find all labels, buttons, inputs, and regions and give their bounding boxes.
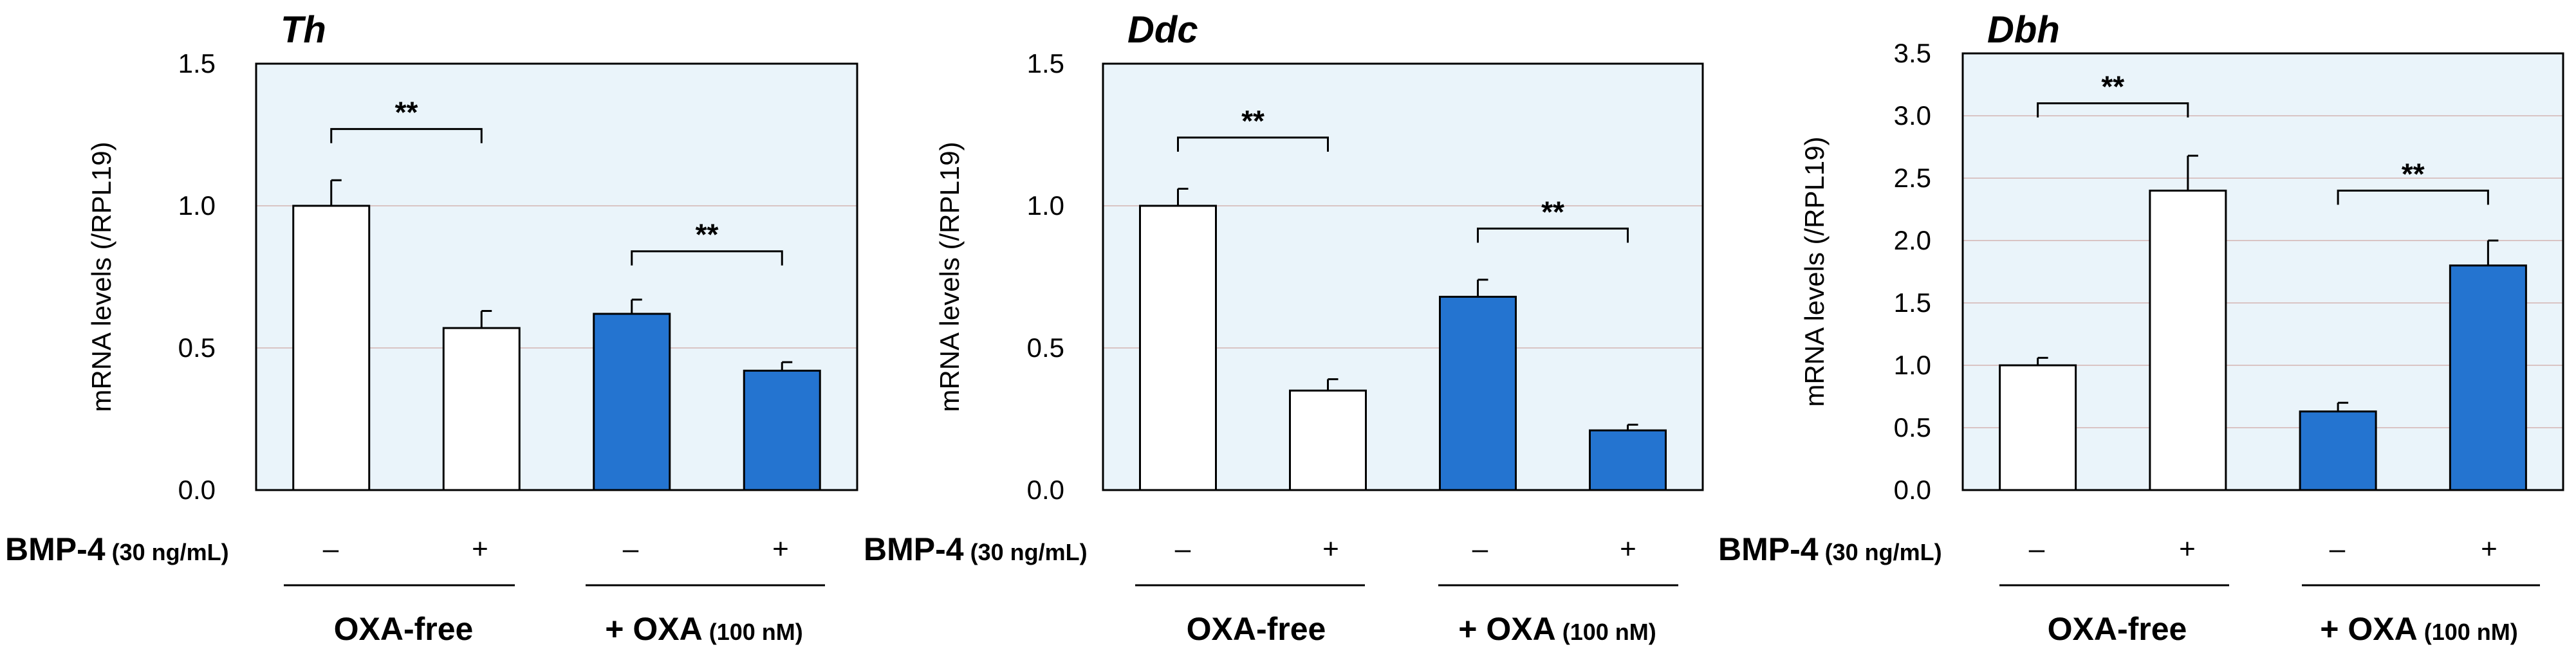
oxa-concentration: (100 nM) — [2418, 619, 2518, 645]
significance-label: ** — [2101, 70, 2124, 104]
chart-title: Ddc — [1127, 9, 1198, 51]
chart-title: Th — [281, 9, 326, 51]
significance-label: ** — [395, 96, 418, 129]
significance-bracket — [2037, 102, 2189, 118]
bmp4-concentration: (30 ng/mL) — [106, 539, 229, 565]
bmp4-name: BMP-4 — [864, 531, 964, 567]
oxa-name: + OXA — [605, 611, 702, 647]
significance-label: ** — [696, 218, 719, 251]
bar — [593, 313, 671, 491]
y-axis-label: mRNA levels (/RPL19) — [86, 141, 116, 412]
bmp4-plus: + — [472, 533, 488, 565]
significance-bracket — [1477, 227, 1629, 243]
bmp4-minus: – — [1472, 533, 1488, 565]
bmp4-concentration: (30 ng/mL) — [964, 539, 1088, 565]
bmp4-name: BMP-4 — [5, 531, 106, 567]
bmp4-label: BMP-4 (30 ng/mL) — [1718, 531, 1942, 567]
bmp4-minus: – — [1175, 533, 1191, 565]
y-tick-label: 3.0 — [1894, 100, 1931, 131]
group-label-oxa: + OXA (100 nM) — [1458, 611, 1656, 647]
chart-panel-th: ** ** 0.0 0.5 1.0 1.5 mRNA levels (/RPL19) Th BM… — [5, 9, 858, 647]
group-label-oxa: + OXA (100 nM) — [605, 611, 802, 647]
group-label-oxa: + OXA (100 nM) — [2320, 611, 2517, 647]
bmp4-plus: + — [772, 533, 789, 565]
bar — [1439, 295, 1517, 491]
significance-label: ** — [1541, 195, 1564, 228]
y-tick-label: 1.0 — [1894, 350, 1931, 380]
group-label-oxa-free: OXA-free — [334, 611, 474, 647]
bmp4-plus: + — [2179, 533, 2196, 565]
significance-label: ** — [1241, 104, 1265, 138]
bmp4-plus: + — [1322, 533, 1339, 565]
significance-bracket — [2337, 189, 2489, 205]
bmp4-plus: + — [2481, 533, 2497, 565]
bar — [1289, 389, 1367, 491]
plot-frame — [1102, 62, 1704, 491]
y-tick-label: 0.0 — [1027, 475, 1064, 505]
y-tick-label: 3.5 — [1894, 38, 1931, 68]
y-tick-label: 1.0 — [178, 190, 216, 221]
bar — [442, 327, 521, 491]
y-tick-label: 1.5 — [1027, 48, 1064, 78]
bmp4-name: BMP-4 — [1718, 531, 1819, 567]
significance-label: ** — [2402, 157, 2425, 190]
oxa-name: + OXA — [1458, 611, 1555, 647]
bar — [1139, 205, 1217, 491]
y-tick-label: 0.0 — [178, 475, 216, 505]
oxa-concentration: (100 nM) — [1556, 619, 1656, 645]
bmp4-minus: – — [2330, 533, 2346, 565]
bar — [2299, 410, 2377, 491]
bmp4-minus: – — [623, 533, 639, 565]
group-label-oxa-free: OXA-free — [1187, 611, 1326, 647]
chart-panel-dbh: ** ** 0.0 0.5 1.0 1.5 2.0 2.5 3.0 3.5 mRNA levels … — [1718, 9, 2564, 647]
y-tick-label: 0.5 — [178, 332, 216, 363]
bar — [1589, 429, 1667, 491]
significance-bracket — [330, 128, 483, 143]
y-tick-label: 1.5 — [178, 48, 216, 78]
y-tick-label: 0.5 — [1027, 332, 1064, 363]
bar — [1999, 364, 2077, 491]
chart-panel-ddc: ** ** 0.0 0.5 1.0 1.5 mRNA levels (/RPL19) Ddc B… — [864, 9, 1704, 647]
chart-title: Dbh — [1987, 9, 2060, 51]
y-tick-label: 1.5 — [1894, 287, 1931, 318]
bar — [743, 369, 821, 491]
y-tick-label: 2.5 — [1894, 163, 1931, 193]
y-axis-label: mRNA levels (/RPL19) — [934, 141, 965, 412]
y-tick-label: 1.0 — [1027, 190, 1064, 221]
bmp4-minus: – — [323, 533, 339, 565]
bmp4-plus: + — [1620, 533, 1636, 565]
y-tick-label: 0.5 — [1894, 412, 1931, 442]
bmp4-concentration: (30 ng/mL) — [1819, 539, 1942, 565]
bmp4-minus: – — [2029, 533, 2045, 565]
bar — [2449, 264, 2527, 491]
bmp4-label: BMP-4 (30 ng/mL) — [864, 531, 1088, 567]
bar — [292, 205, 371, 491]
group-label-oxa-free: OXA-free — [2048, 611, 2187, 647]
bar — [2149, 189, 2227, 491]
y-tick-label: 0.0 — [1894, 475, 1931, 505]
y-axis-label: mRNA levels (/RPL19) — [1799, 136, 1830, 406]
plot-frame — [1961, 52, 2564, 491]
panels: ** ** 0.0 0.5 1.0 1.5 mRNA levels (/RPL19) Th BM… — [5, 9, 2564, 647]
y-tick-label: 2.0 — [1894, 225, 1931, 255]
significance-bracket — [631, 250, 783, 266]
plot-frame — [255, 62, 858, 491]
oxa-name: + OXA — [2320, 611, 2417, 647]
oxa-concentration: (100 nM) — [703, 619, 803, 645]
bmp4-label: BMP-4 (30 ng/mL) — [5, 531, 229, 567]
significance-bracket — [1177, 136, 1329, 152]
